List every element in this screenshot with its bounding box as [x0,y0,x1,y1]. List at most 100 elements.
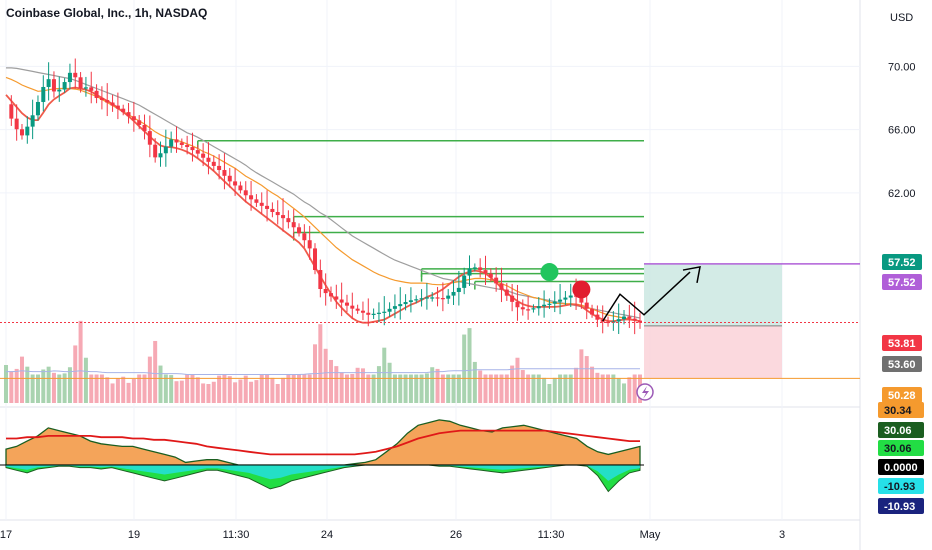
volume-bar [611,374,616,403]
volume-bar [142,374,147,403]
volume-bar [254,380,259,403]
candle-body [222,170,227,176]
price-tick-label: 66.00 [888,125,916,137]
candle-body [57,89,62,92]
candle-body [552,301,557,304]
oscillator-value-badge [878,478,924,494]
volume-bar [51,372,56,403]
volume-bar [627,377,632,403]
volume-bar [62,373,67,403]
volume-bar [281,377,286,403]
price-label-badge [882,254,922,270]
candle-body [323,289,328,294]
price-tick-label: 62.00 [888,188,916,200]
volume-bar [398,374,403,403]
candle-body [233,181,238,186]
candle-body [195,150,200,154]
volume-bar [78,320,83,403]
volume-bar [227,376,232,403]
volume-bar [350,373,355,403]
candle-body [328,293,333,297]
oscillator-value-text: 30.34 [884,405,912,417]
histogram-cyan-area [6,465,640,481]
candle-body [265,205,270,209]
candle-body [147,131,152,145]
volume-bar [19,356,24,403]
candle-body [185,144,190,148]
volume-bar [440,374,445,403]
volume-bar [382,347,387,403]
candle-body [41,86,46,102]
candle-body [302,233,307,241]
candle-body [126,112,131,117]
volume-bar [456,374,461,403]
volume-bar [259,374,264,403]
candle-body [190,147,195,151]
candle-body [355,308,360,311]
volume-bar [376,366,381,403]
candle-body [14,118,19,130]
candle-body [46,79,51,87]
time-tick-label: 26 [450,529,462,541]
candle-body [238,185,243,191]
volume-bar [238,379,243,403]
candle-body [89,87,94,91]
candle-body [584,302,589,309]
candle-body [94,90,99,98]
volume-bar [328,359,333,403]
candle-body [142,124,147,132]
volume-bar [291,374,296,403]
volume-bar [201,383,206,403]
volume-bar [83,357,88,403]
volume-bar [408,374,413,403]
candle-body [78,77,83,89]
candle-body [153,144,158,158]
candle-body [579,296,584,303]
volume-bar [520,370,525,403]
volume-bar [526,374,531,403]
candle-body [254,199,259,203]
price-label-text: 57.52 [888,277,916,289]
volume-bar [574,367,579,403]
sell-signal-dot [572,280,591,299]
volume-bar [472,361,477,403]
oscillator-value-badge [878,498,924,514]
candle-body [211,161,216,166]
volume-bar [488,374,493,403]
volume-bar [360,368,365,403]
volume-bar [9,371,14,403]
volume-bar [35,374,40,403]
oscillator-value-text: -10.93 [884,481,915,493]
candle-body [62,82,67,90]
volume-bar [430,367,435,403]
candle-body [542,304,547,307]
candle-body [307,240,312,249]
candle-body [568,295,573,298]
volume-bar [579,349,584,403]
volume-bar [195,377,200,403]
volume-bar [190,374,195,403]
oscillator-value-badge [878,402,924,418]
price-label-text: 53.81 [888,338,916,350]
candle-body [249,195,254,200]
volume-bar [616,378,621,403]
price-label-text: 57.52 [888,257,916,269]
volume-bar [233,382,238,403]
candle-body [408,300,413,303]
candle-body [440,298,445,300]
volume-bar [243,375,248,403]
volume-bar [403,374,408,403]
candle-body [201,153,206,158]
projection-arrow-line [602,271,691,322]
candle-body [206,157,211,162]
price-label-text: 50.28 [888,390,916,402]
candle-body [488,273,493,278]
volume-bar [547,384,552,403]
buy-signal-dot [540,263,559,282]
candle-body [632,318,637,321]
candle-body [622,316,627,320]
price-label-badge [882,387,922,403]
candle-body [424,297,429,299]
candle-body [504,289,509,296]
